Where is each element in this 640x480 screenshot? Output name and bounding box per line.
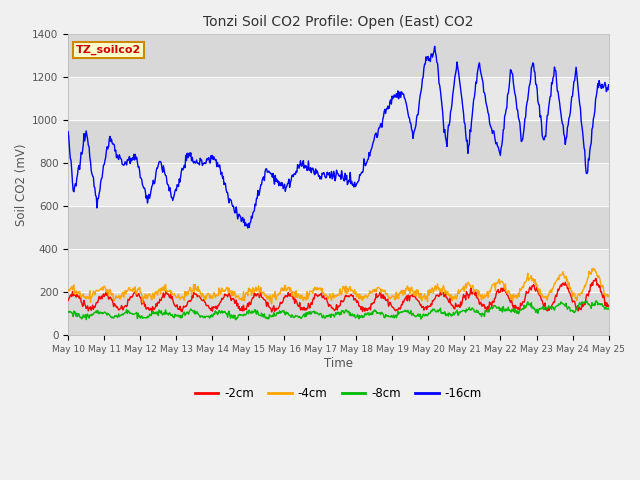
Y-axis label: Soil CO2 (mV): Soil CO2 (mV) <box>15 144 28 226</box>
Bar <box>68 292 609 336</box>
Bar <box>68 163 609 206</box>
Bar <box>68 77 609 120</box>
Title: Tonzi Soil CO2 Profile: Open (East) CO2: Tonzi Soil CO2 Profile: Open (East) CO2 <box>203 15 474 29</box>
Bar <box>68 120 609 163</box>
Bar <box>68 35 609 77</box>
Text: TZ_soilco2: TZ_soilco2 <box>76 45 141 55</box>
Bar <box>68 249 609 292</box>
Bar <box>68 206 609 249</box>
X-axis label: Time: Time <box>324 357 353 370</box>
Legend: -2cm, -4cm, -8cm, -16cm: -2cm, -4cm, -8cm, -16cm <box>190 382 486 405</box>
